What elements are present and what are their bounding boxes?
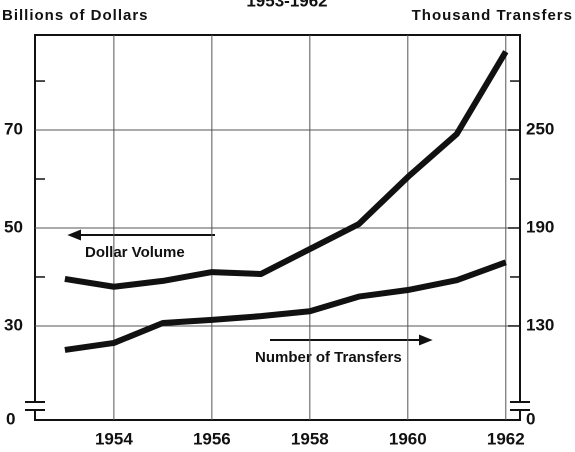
- data-line: [64, 259, 507, 353]
- x-tick-label: 1956: [193, 429, 231, 448]
- y2-tick-label: 130: [526, 315, 554, 334]
- y2-tick-label: 250: [526, 120, 554, 139]
- x-tick-label: 1954: [95, 429, 133, 448]
- x-tick-label: 1960: [389, 429, 427, 448]
- y-break-label: 0: [6, 409, 15, 428]
- annotation: Number of Transfers: [255, 349, 402, 366]
- y-tick-label: 50: [4, 217, 23, 236]
- axis-break: [25, 401, 530, 411]
- x-tick-label: 1962: [487, 429, 525, 448]
- annotation-arrow: [67, 229, 433, 346]
- y2-break-label: 0: [526, 409, 535, 428]
- chart-title: 1953-1962: [246, 0, 327, 10]
- y-tick-label: 30: [4, 315, 23, 334]
- x-tick-label: 1958: [291, 429, 329, 448]
- data-line: [64, 50, 509, 290]
- annotation: Dollar Volume: [85, 244, 185, 261]
- y2-tick-label: 190: [526, 217, 554, 236]
- y-axis-label: Billions of Dollars: [2, 7, 149, 24]
- y-tick-label: 70: [4, 120, 23, 139]
- y2-axis-label: Thousand Transfers: [412, 7, 573, 24]
